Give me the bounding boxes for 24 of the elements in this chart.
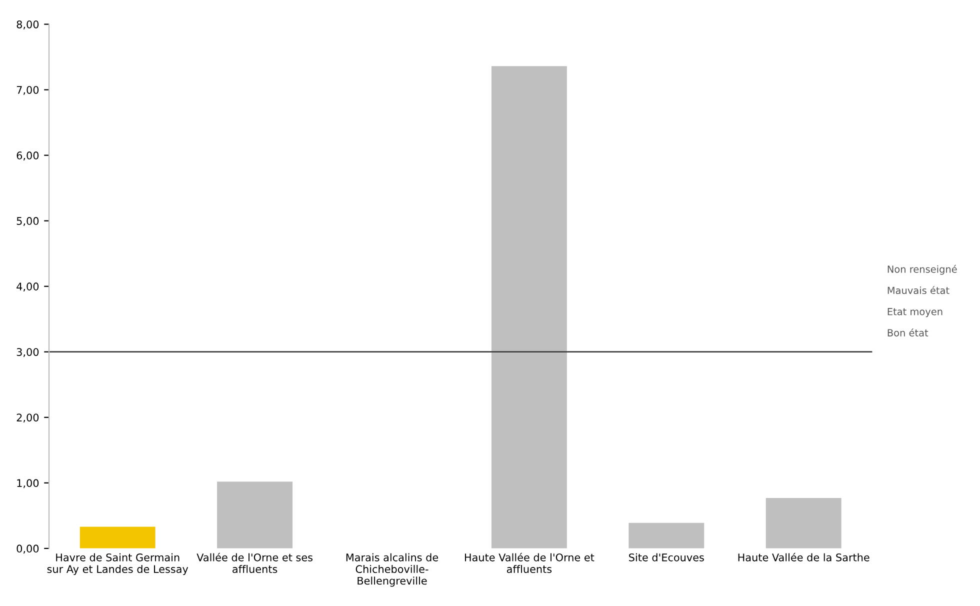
x-tick-label: Vallée de l'Orne et ses affluents [196,552,312,574]
y-tick-label: 2,00 [16,414,39,423]
y-tick-label: 1,00 [17,479,39,488]
text: Bon état [888,328,928,336]
bar [491,66,567,548]
x-tick-label: Site d'Ecouves [629,553,704,562]
text: Mauvais état [888,286,950,294]
y-tick-label: 5,00 [16,217,39,226]
bar [766,498,842,548]
y-tick-label: 0,00 [16,544,39,554]
bar [80,526,156,548]
text: Non renseigné [888,264,957,275]
y-tick-label: 8,00 [16,20,39,30]
x-tick-label: Haute Vallée de l'Orne et affluents [465,552,594,574]
y-tick-label: 6,00 [16,152,39,160]
bar [628,522,704,548]
x-tick-label: Havre de Saint Germain sur Ay et Landes de Lessay [47,553,188,576]
y-tick-label: 7,00 [16,86,39,95]
text: Etat moyen [888,308,942,318]
y-tick-label: 3,00 [16,348,39,358]
bar [217,482,293,548]
y-tick-label: 4,00 [16,282,39,292]
x-tick-label: Haute Vallée de la Sarthe [738,552,870,562]
x-tick-label: Marais alcalins de Chicheboville- Bellengreville [346,553,438,587]
